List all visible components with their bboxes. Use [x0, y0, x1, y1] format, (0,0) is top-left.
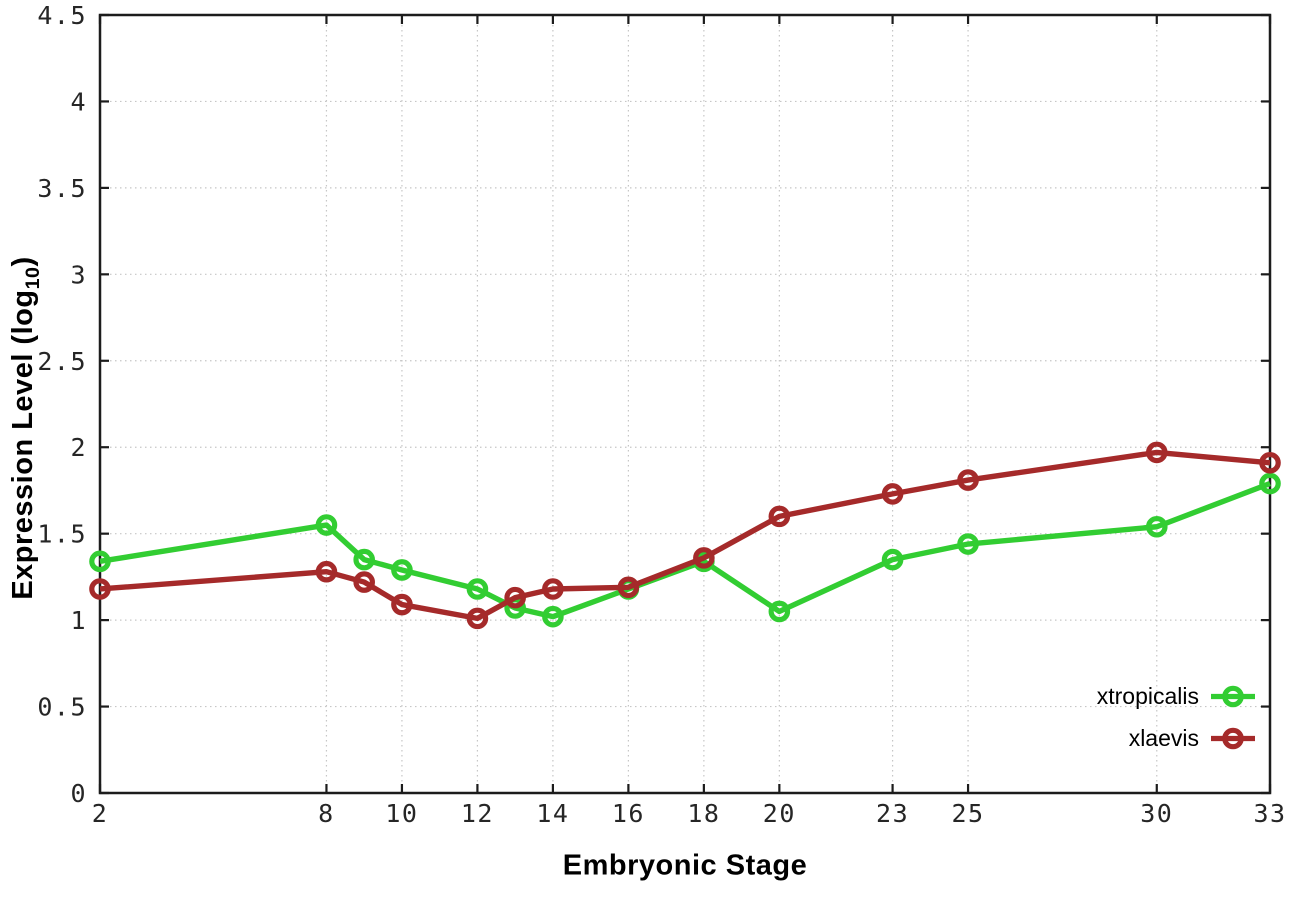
data-point-xtropicalis — [957, 533, 979, 555]
tick-marks — [98, 13, 1272, 795]
y-tick-label: 0.5 — [37, 693, 87, 722]
data-point-xtropicalis — [881, 548, 904, 571]
data-point-xtropicalis — [353, 548, 375, 571]
y-tick-label: 3.5 — [37, 174, 87, 203]
data-point-xtropicalis — [542, 605, 564, 628]
data-point-xtropicalis — [1259, 472, 1281, 495]
data-point-xlaevis — [617, 576, 640, 599]
data-point-xlaevis — [1145, 441, 1168, 464]
data-point-xlaevis — [1259, 451, 1281, 474]
legend-marker-icon — [1211, 685, 1255, 708]
data-point-xtropicalis — [466, 578, 489, 600]
data-point-xtropicalis — [768, 600, 791, 623]
x-tick-label: 14 — [536, 799, 569, 828]
y-tick-label: 4.5 — [37, 1, 87, 30]
y-tick-label: 4 — [70, 87, 87, 116]
x-tick-labels: 2 8 10 12 14 16 18 20 23 25 30 33 — [92, 799, 1286, 828]
y-tick-labels: 0 0.5 1 1.5 2 2.5 3 3.5 4 4.5 — [37, 1, 87, 808]
y-tick-label: 1 — [70, 606, 87, 635]
data-point-xlaevis — [504, 586, 526, 609]
y-axis-title-close: ) — [7, 256, 40, 267]
y-tick-label: 0 — [70, 779, 87, 808]
data-point-xlaevis — [466, 607, 489, 630]
data-point-xtropicalis — [1145, 515, 1168, 538]
legend-label: xlaevis — [1128, 725, 1199, 751]
data-point-xlaevis — [957, 469, 979, 491]
legend-item-xtropicalis: xtropicalis — [1097, 683, 1256, 710]
data-point-xlaevis — [542, 578, 564, 600]
data-point-xlaevis — [881, 483, 904, 505]
y-tick-label: 1.5 — [37, 520, 87, 549]
x-tick-label: 23 — [876, 799, 909, 828]
legend-marker-icon — [1211, 727, 1255, 750]
data-point-xlaevis — [89, 578, 111, 600]
x-tick-label: 10 — [385, 799, 418, 828]
data-point-xtropicalis — [391, 559, 413, 581]
legend: xtropicalis xlaevis — [1097, 683, 1256, 752]
y-axis-title: Expression Level (log10) — [7, 256, 45, 599]
x-tick-label: 25 — [952, 799, 985, 828]
y-tick-label: 3 — [70, 260, 87, 289]
x-tick-label: 18 — [687, 799, 720, 828]
x-tick-label: 20 — [763, 799, 796, 828]
x-tick-label: 30 — [1140, 799, 1173, 828]
legend-label: xtropicalis — [1096, 683, 1199, 709]
x-tick-label: 16 — [612, 799, 645, 828]
data-point-xlaevis — [768, 505, 791, 528]
series-line-xtropicalis — [99, 481, 1271, 620]
plot-border — [98, 13, 1272, 795]
y-axis-title-text: Expression Level (log — [7, 289, 40, 600]
y-tick-label: 2 — [70, 433, 87, 462]
data-point-xlaevis — [693, 547, 715, 569]
data-point-xlaevis — [315, 560, 338, 583]
gridlines — [100, 15, 1270, 793]
x-axis-title: Embryonic Stage — [562, 849, 808, 882]
y-axis-title-subscript: 10 — [21, 266, 44, 290]
x-tick-label: 2 — [92, 799, 109, 828]
data-point-xlaevis — [391, 593, 413, 616]
x-tick-label: 12 — [461, 799, 494, 828]
data-point-xtropicalis — [315, 514, 338, 536]
x-tick-label: 33 — [1253, 799, 1286, 828]
y-tick-label: 2.5 — [37, 347, 87, 376]
legend-item-xlaevis: xlaevis — [1129, 725, 1256, 752]
series-xlaevis — [89, 441, 1281, 630]
x-tick-label: 8 — [318, 799, 335, 828]
series-xtropicalis — [89, 472, 1281, 628]
data-point-xlaevis — [353, 571, 375, 593]
data-point-xtropicalis — [89, 550, 111, 573]
